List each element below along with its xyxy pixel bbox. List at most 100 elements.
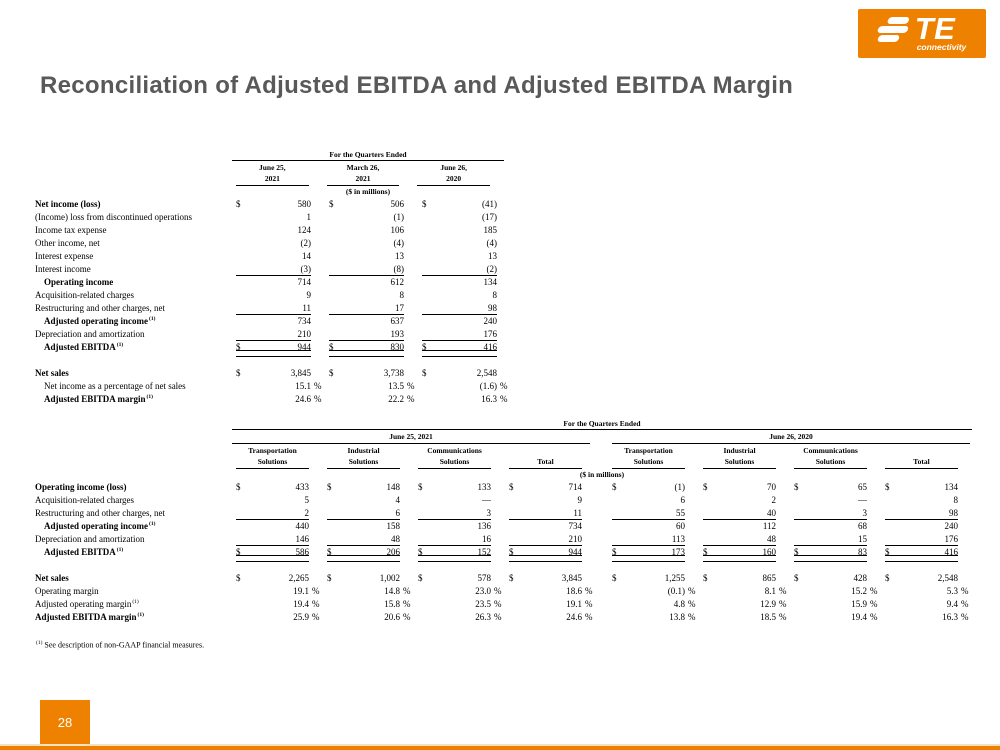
percent-sign bbox=[497, 367, 511, 380]
dollar-sign: $ bbox=[418, 547, 423, 557]
value-text: 3,845 bbox=[290, 368, 311, 378]
value-text: 8 bbox=[492, 290, 498, 300]
value-cell: 16.3% bbox=[885, 611, 972, 624]
column-header-line2: Total bbox=[885, 456, 958, 469]
percent-sign: % bbox=[961, 586, 969, 596]
value-cell: $70 bbox=[703, 481, 790, 494]
value-cell: $428 bbox=[794, 572, 881, 585]
value-cell: 98 bbox=[885, 507, 972, 520]
percent-sign bbox=[311, 198, 325, 211]
value-cell: $2,548 bbox=[885, 572, 972, 585]
cell-line: $152 bbox=[418, 546, 492, 562]
value-cell: 13 bbox=[422, 250, 511, 263]
value-cell: — bbox=[794, 494, 881, 507]
value-text: 612 bbox=[390, 277, 405, 287]
value-text: 5.3 bbox=[946, 586, 958, 596]
quarters-table: For the Quarters Ended June 25, 2021 March … bbox=[35, 149, 515, 406]
percent-sign bbox=[491, 572, 505, 585]
row-label: Adjusted operating income(1) bbox=[44, 316, 156, 326]
value-cell: 13.8% bbox=[612, 611, 699, 624]
value-text: 152 bbox=[477, 547, 492, 557]
cell-line: 98 bbox=[422, 302, 497, 315]
value-text: — bbox=[858, 495, 867, 505]
logo-text: TE connectivity bbox=[915, 13, 967, 52]
row-label: Adjusted EBITDA margin(1) bbox=[44, 394, 153, 404]
dollar-sign: $ bbox=[509, 547, 514, 557]
units-label: ($ in millions) bbox=[345, 187, 391, 196]
dollar-sign bbox=[509, 598, 518, 611]
cell-line: 60 bbox=[612, 520, 685, 533]
table-row: Operating income 714 612 134 bbox=[35, 276, 515, 289]
percent-sign: % bbox=[500, 394, 508, 404]
page-number: 28 bbox=[40, 700, 90, 744]
percent-sign bbox=[404, 367, 418, 380]
cell-line: 2 bbox=[236, 507, 309, 520]
percent-sign bbox=[491, 533, 505, 546]
percent-sign bbox=[400, 481, 414, 494]
value-cell: 48 bbox=[327, 533, 414, 546]
value-cell: 134 bbox=[422, 276, 511, 289]
cell-line: 185 bbox=[422, 224, 498, 237]
value-text: 18.6 bbox=[566, 586, 582, 596]
value-cell: $173 bbox=[612, 546, 699, 562]
dollar-sign bbox=[236, 263, 245, 276]
value-text: 944 bbox=[568, 547, 583, 557]
column-header: Communications Solutions bbox=[418, 445, 505, 469]
value-text: 176 bbox=[944, 534, 959, 544]
percent-sign: % bbox=[585, 586, 593, 596]
table-part: Industrial Solutions bbox=[703, 445, 776, 469]
table-header-block: For the Quarters Ended June 25, 2021 June … bbox=[232, 418, 972, 481]
cell-line: 19.4 bbox=[794, 611, 867, 624]
cell-line: 4 bbox=[327, 494, 401, 507]
slide-title: Reconciliation of Adjusted EBITDA and Ad… bbox=[40, 72, 794, 99]
value-cell: $944 bbox=[236, 341, 325, 357]
cell-line: (4) bbox=[329, 237, 405, 250]
table-part: Transportation Solutions bbox=[612, 445, 685, 469]
value-text: 14 bbox=[302, 251, 311, 261]
value-text: 13.8 bbox=[669, 612, 685, 622]
cell-line: 210 bbox=[236, 328, 311, 341]
percent-sign: % bbox=[403, 612, 411, 622]
cell-line: — bbox=[418, 494, 491, 507]
table-row: Adjusted operating income(1) 440 158 136 734… bbox=[35, 520, 975, 533]
value-text: 136 bbox=[477, 521, 492, 531]
cell-line: 734 bbox=[509, 520, 583, 533]
table-part: Communications Solutions bbox=[794, 445, 867, 469]
percent-sign bbox=[311, 211, 325, 224]
cell-line: 25.9 bbox=[236, 611, 309, 624]
te-flag-bar bbox=[886, 17, 910, 24]
value-cell: 637 bbox=[329, 315, 418, 328]
table-row: Restructuring and other charges, net 2 6 3 1… bbox=[35, 507, 975, 520]
table-part: June 25, 2021 June 26, 2020 bbox=[232, 431, 972, 444]
percent-sign bbox=[311, 302, 325, 315]
column-header-line1: March 26, bbox=[346, 163, 380, 172]
cell-line: 158 bbox=[327, 520, 401, 533]
percent-sign: % bbox=[688, 612, 696, 622]
percent-sign: % bbox=[312, 599, 320, 609]
value-text: 16.3 bbox=[942, 612, 958, 622]
dollar-sign bbox=[703, 533, 712, 546]
dollar-sign: $ bbox=[329, 342, 334, 352]
value-text: 55 bbox=[676, 508, 685, 518]
value-text: 160 bbox=[762, 547, 777, 557]
value-text: 19.4 bbox=[851, 612, 867, 622]
value-cell: $416 bbox=[422, 341, 511, 357]
value-text: 637 bbox=[390, 316, 405, 326]
dollar-sign: $ bbox=[327, 482, 332, 492]
row-label: Net income (loss) bbox=[35, 199, 101, 209]
value-text: (0.1) bbox=[667, 586, 685, 596]
cell-line: 3 bbox=[418, 507, 491, 520]
value-text: 19.1 bbox=[293, 586, 309, 596]
value-cell: $586 bbox=[236, 546, 323, 562]
percent-sign bbox=[309, 494, 323, 507]
table-part: March 26, 2021 bbox=[326, 162, 400, 186]
dollar-sign bbox=[418, 585, 427, 598]
percent-sign bbox=[776, 507, 790, 520]
value-cell: 98 bbox=[422, 302, 511, 315]
percent-sign bbox=[400, 520, 414, 533]
dollar-sign bbox=[327, 585, 336, 598]
row-label: Adjusted operating margin(1) bbox=[35, 599, 139, 609]
dollar-sign bbox=[236, 250, 245, 263]
value-cell: 2 bbox=[236, 507, 323, 520]
table-part: Total bbox=[885, 445, 958, 469]
